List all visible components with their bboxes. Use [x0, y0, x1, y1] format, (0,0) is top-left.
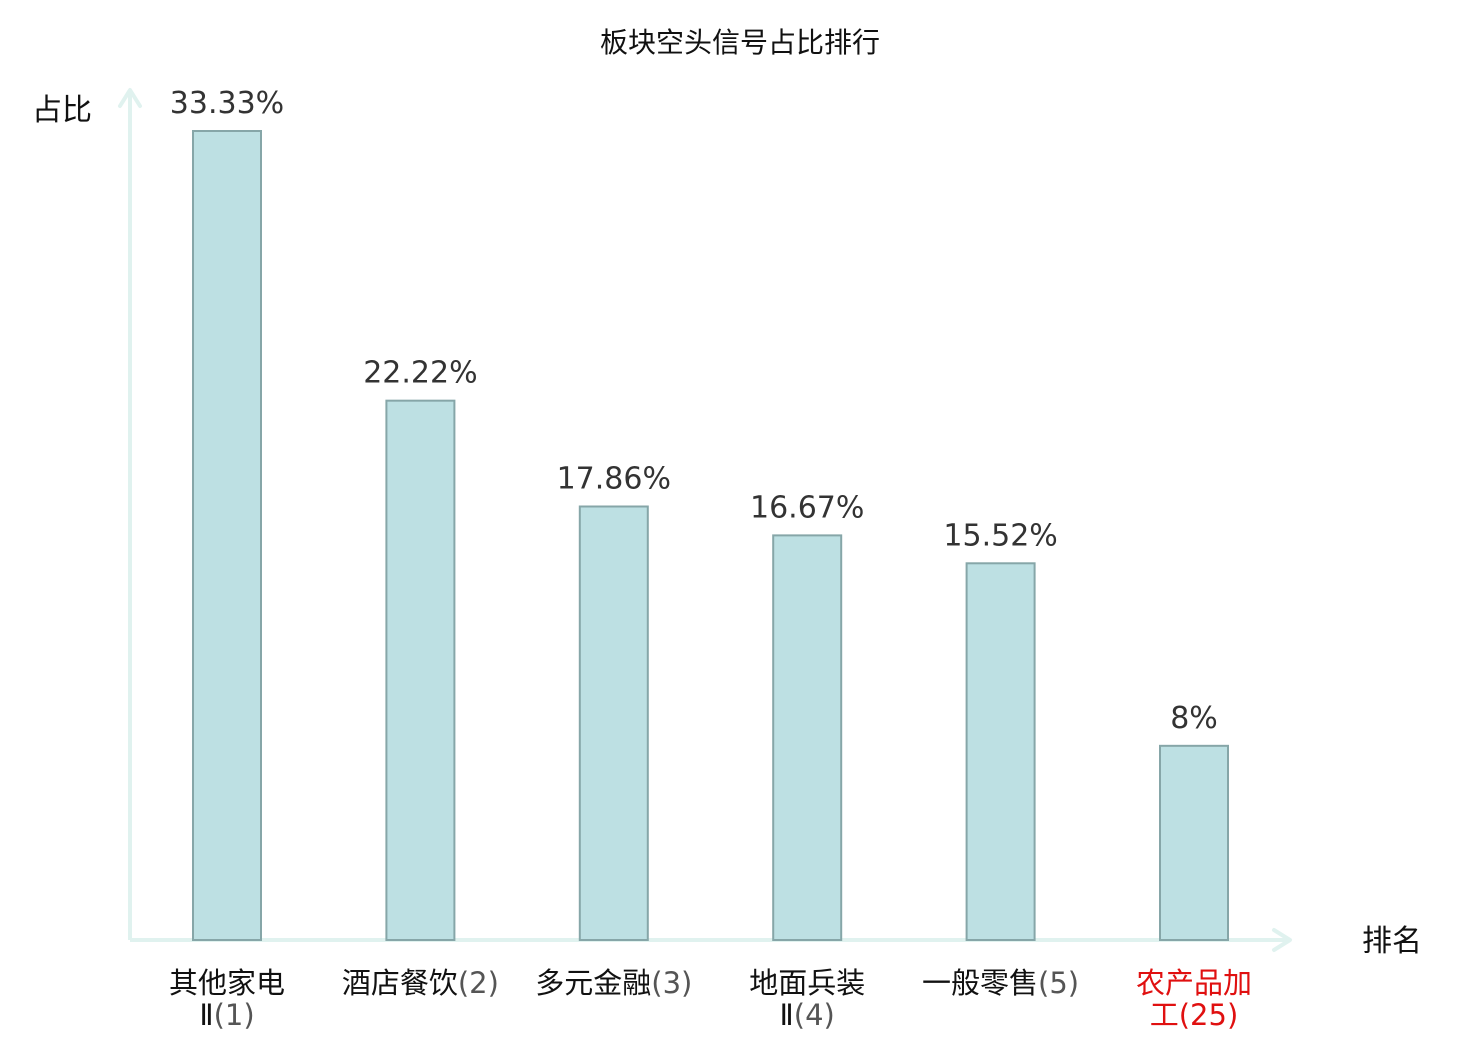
x-tick-label: 其他家电 Ⅱ(1) [169, 966, 285, 1032]
chart-title: 板块空头信号占比排行 [600, 26, 880, 59]
bar-value-label: 16.67% [750, 490, 864, 525]
bar-value-label: 15.52% [943, 518, 1057, 553]
x-tick-label: 多元金融(3) [535, 966, 692, 1000]
bar-value-label: 22.22% [363, 356, 477, 391]
bar [385, 399, 456, 941]
x-tick-label: 酒店餐饮(2) [342, 966, 499, 1000]
x-tick-label: 农产品加工(25) [1136, 966, 1252, 1032]
bar [965, 562, 1036, 941]
bar-value-label: 17.86% [557, 461, 671, 496]
bar [578, 505, 649, 941]
bar [1159, 744, 1229, 941]
axes [118, 88, 1292, 952]
y-axis-label: 占比 [32, 93, 92, 128]
x-tick-label: 地面兵装 Ⅱ(4) [749, 966, 865, 1032]
bar [192, 130, 262, 941]
bar [772, 534, 843, 942]
bar-value-label: 8% [1170, 701, 1218, 736]
x-axis-label: 排名 [1362, 924, 1422, 959]
bars-group [192, 130, 1229, 942]
x-tick-label: 一般零售(5) [922, 966, 1079, 1000]
y-axis-arrow [118, 88, 142, 108]
x-tick-labels-group: 其他家电 Ⅱ(1) 酒店餐饮(2) 多元金融(3) 地面兵装 Ⅱ(4) 一般零售(5) 农产品… [169, 966, 1252, 1032]
x-axis-arrow [1272, 928, 1292, 952]
value-labels-group: 33.33% 22.22% 17.86% 16.67% 15.52% 8% [170, 86, 1218, 736]
bar-value-label: 33.33% [170, 86, 284, 121]
